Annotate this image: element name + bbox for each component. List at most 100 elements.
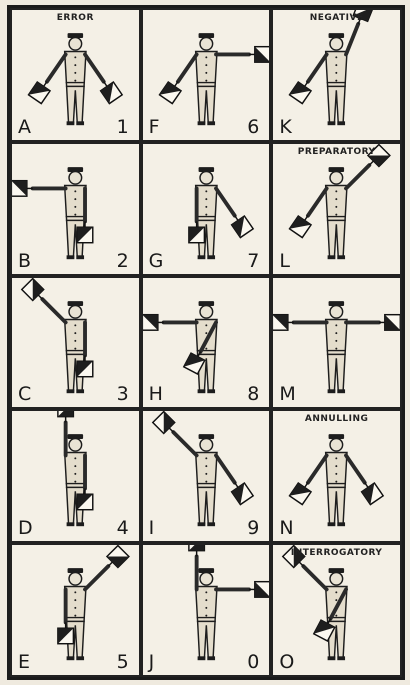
left-flag (187, 226, 205, 244)
semaphore-illustration (187, 166, 254, 259)
right-flag (105, 545, 130, 569)
right-flag (230, 214, 254, 239)
signal-letter: J (148, 650, 155, 673)
signal-letter: D (18, 517, 33, 540)
signaller-figure (325, 166, 349, 259)
semaphore-illustration (158, 33, 270, 126)
left-staff (304, 214, 309, 221)
semaphore-illustration (12, 166, 94, 259)
signal-letter: H (148, 383, 163, 406)
right-staff (107, 561, 113, 567)
left-flag (27, 80, 52, 105)
left-arm (45, 52, 68, 84)
left-staff (168, 427, 174, 434)
signal-caption: ERROR (56, 13, 94, 23)
left-flag (273, 313, 289, 331)
signal-letter: E (18, 650, 31, 673)
right-arm (344, 453, 367, 485)
semaphore-illustration (142, 300, 218, 393)
right-staff (327, 618, 332, 625)
right-arm (83, 564, 111, 592)
signaller-figure (194, 434, 218, 527)
semaphore-illustration (151, 411, 254, 527)
signal-number: 1 (116, 115, 129, 138)
left-flag (57, 627, 75, 645)
right-flag (360, 482, 385, 506)
right-arm (344, 21, 361, 57)
left-arm (301, 564, 329, 592)
right-staff (364, 482, 369, 489)
signal-letter: L (279, 249, 290, 272)
signal-letter: I (148, 517, 155, 540)
semaphore-illustration (288, 143, 392, 259)
signaller-figure (63, 166, 87, 259)
semaphore-illustration (20, 277, 94, 393)
left-flag (12, 179, 28, 197)
right-arm (83, 52, 106, 84)
right-arm (198, 320, 218, 354)
left-staff (299, 561, 305, 567)
left-arm (40, 296, 68, 324)
signal-letter: M (279, 383, 296, 406)
signal-letter: K (279, 115, 292, 138)
left-flag (288, 482, 313, 506)
signal-letter: B (18, 249, 32, 272)
left-staff (304, 81, 309, 87)
right-flag (76, 360, 94, 378)
signal-cell-m: M (271, 275, 402, 410)
signal-number: 4 (116, 517, 129, 540)
signaller-figure (63, 434, 87, 527)
right-arm (213, 186, 237, 218)
right-flag (253, 581, 270, 599)
signal-number: 3 (116, 383, 129, 406)
signal-number: 0 (247, 650, 260, 673)
semaphore-illustration (57, 545, 130, 661)
semaphore-illustration (282, 545, 349, 661)
left-flag (151, 411, 176, 435)
left-staff (43, 81, 48, 87)
semaphore-illustration (187, 545, 270, 661)
signal-number: 5 (116, 650, 129, 673)
semaphore-illustration (288, 434, 385, 527)
signaller-figure (325, 568, 349, 661)
signaller-figure (63, 568, 87, 661)
signaller-figure (63, 300, 87, 393)
right-flag (76, 493, 94, 511)
signal-letter: N (279, 517, 294, 540)
left-flag (142, 313, 159, 331)
right-flag (313, 619, 337, 643)
right-flag (352, 10, 375, 23)
signal-number: 2 (116, 249, 129, 272)
right-flag (367, 143, 392, 168)
signaller-figure (194, 568, 218, 661)
signaller-figure (194, 33, 218, 126)
left-arm (171, 430, 199, 458)
left-arm (306, 186, 329, 218)
signaller-figure (325, 300, 349, 393)
signal-caption: NEGATIVE (309, 13, 364, 23)
signal-cell-o: INTERROGATORY O (271, 543, 402, 677)
signaller-figure (325, 33, 349, 126)
left-flag (158, 80, 182, 105)
right-staff (196, 350, 201, 357)
signal-grid: ERROR A 1 F 6 NEGATIVE K B 2 G 7 PREPARATORY L C 3 H 8 M D… (7, 5, 405, 680)
right-flag (253, 45, 270, 63)
left-arm (306, 52, 329, 84)
left-flag (282, 545, 307, 569)
left-staff (173, 81, 179, 87)
right-flag (99, 80, 124, 105)
left-flag (57, 411, 75, 418)
left-staff (304, 482, 309, 489)
signal-cell-k: NEGATIVE K (271, 8, 402, 142)
signaller-figure (194, 166, 218, 259)
right-arm (328, 587, 349, 621)
signal-letter: A (18, 115, 31, 138)
signal-caption: PREPARATORY (297, 146, 376, 157)
